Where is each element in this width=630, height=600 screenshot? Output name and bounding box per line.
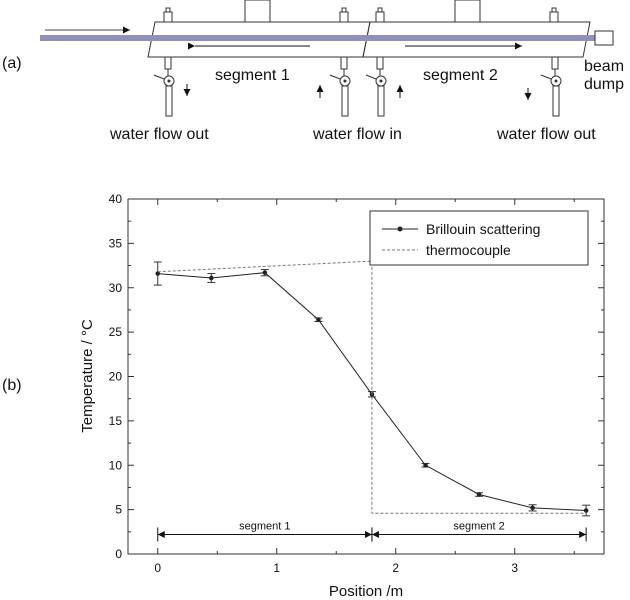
annotation-layer: segment 1 segment 2 xyxy=(157,520,587,542)
data-point-brillouin xyxy=(155,271,161,276)
data-point-brillouin xyxy=(423,462,428,468)
y-tick-label: 25 xyxy=(109,325,123,339)
x-tick-label: 3 xyxy=(511,561,518,575)
x-tick-label: 0 xyxy=(154,561,161,575)
data-point-brillouin xyxy=(530,505,535,511)
legend: Brillouin scattering thermocouple xyxy=(369,210,589,266)
legend-label-brillouin: Brillouin scattering xyxy=(426,221,540,237)
setup-schematic: (a) xyxy=(2,0,624,143)
segment-span-label: segment 2 xyxy=(453,520,504,532)
y-tick-label: 15 xyxy=(109,414,123,428)
y-tick-label: 5 xyxy=(115,503,122,517)
data-point-brillouin xyxy=(476,492,482,497)
data-point-brillouin xyxy=(209,275,214,281)
y-tick-label: 0 xyxy=(115,547,122,561)
series-line-thermocouple xyxy=(157,260,587,514)
x-tick-label: 1 xyxy=(273,561,280,575)
x-tick-label: 2 xyxy=(392,561,399,575)
y-tick-label: 35 xyxy=(109,236,123,250)
legend-marker-brillouin xyxy=(397,226,403,232)
y-tick-label: 20 xyxy=(109,370,123,384)
data-point-brillouin xyxy=(262,270,268,275)
data-point-brillouin xyxy=(316,317,321,323)
segment-2-label: segment 2 xyxy=(423,67,498,84)
water-flow-out-right-label: water flow out xyxy=(496,126,596,143)
legend-box xyxy=(369,210,589,266)
data-point-brillouin xyxy=(583,508,589,513)
support-right xyxy=(454,0,481,23)
tube-segment-2 xyxy=(362,21,591,58)
legend-label-thermocouple: thermocouple xyxy=(426,242,511,258)
panel-b-label: (b) xyxy=(2,377,22,394)
x-axis-label: Position /m xyxy=(329,583,403,600)
panel-a-label: (a) xyxy=(2,55,22,72)
segment-1-label: segment 1 xyxy=(215,67,290,84)
valve-middle-right xyxy=(365,56,387,117)
support-left xyxy=(244,0,271,23)
series-layer xyxy=(153,260,591,517)
axes: 0 5 10 15 20 25 30 35 40 0 1 2 3 xyxy=(109,192,604,575)
y-tick-label: 10 xyxy=(109,458,123,472)
water-flow-in-label: water flow in xyxy=(312,126,402,143)
valve-left-out xyxy=(153,56,175,117)
beam-dump-label-2: dump xyxy=(584,76,624,93)
top-ports xyxy=(163,7,559,23)
valves xyxy=(153,56,562,117)
beam-line xyxy=(40,35,595,41)
y-axis-label: Temperature / °C xyxy=(79,319,96,433)
beam-dump-label-1: beam xyxy=(584,58,624,75)
y-tick-label: 40 xyxy=(109,192,123,206)
valve-right-out xyxy=(540,56,562,117)
beam-dump-box xyxy=(594,30,614,46)
y-tick-label: 30 xyxy=(109,281,123,295)
valve-middle-in xyxy=(329,56,351,117)
segment-span-label: segment 1 xyxy=(239,520,290,532)
water-flow-out-left-label: water flow out xyxy=(109,126,209,143)
